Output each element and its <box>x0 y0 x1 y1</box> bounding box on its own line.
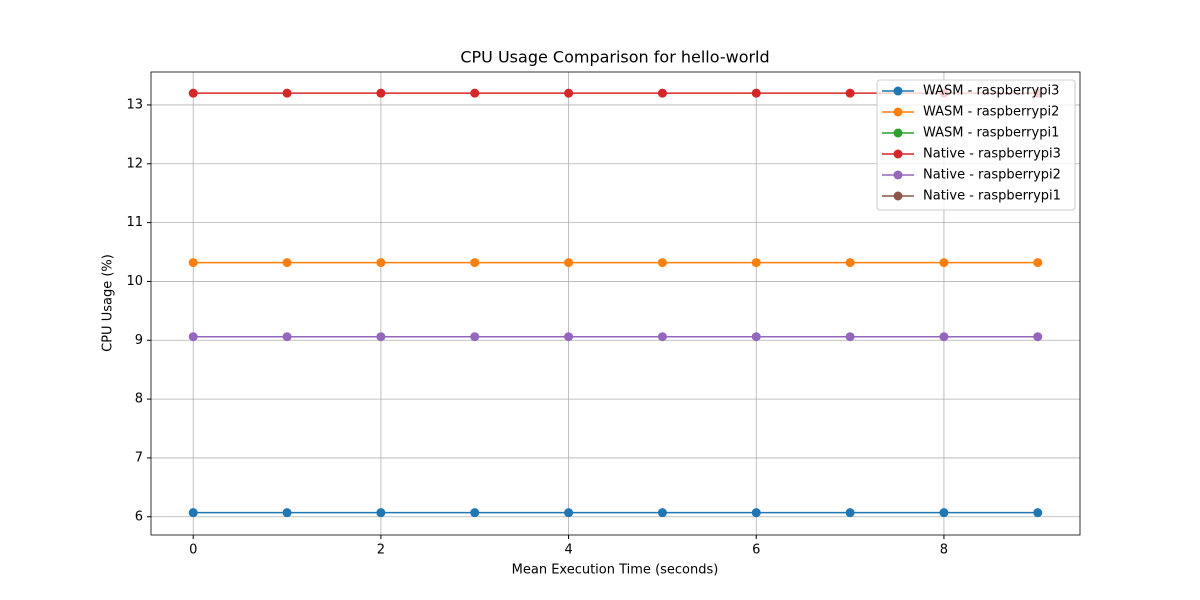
x-tick-label: 6 <box>752 543 760 558</box>
legend-label: WASM - raspberrypi3 <box>923 84 1059 99</box>
point <box>751 258 761 268</box>
point <box>751 88 761 98</box>
point <box>939 258 949 268</box>
point <box>845 332 855 342</box>
y-tick-label: 7 <box>135 450 143 465</box>
point <box>376 258 386 268</box>
point <box>939 332 949 342</box>
y-tick-label: 8 <box>135 392 143 407</box>
point <box>657 88 667 98</box>
point <box>564 258 574 268</box>
point <box>564 508 574 518</box>
point <box>282 508 292 518</box>
y-tick-label: 9 <box>135 333 143 348</box>
y-tick-label: 6 <box>135 509 143 524</box>
point <box>282 332 292 342</box>
legend-marker <box>893 170 903 180</box>
legend-marker <box>893 191 903 201</box>
plot-frame <box>150 71 1081 536</box>
legend-marker <box>893 107 903 117</box>
point <box>657 332 667 342</box>
point <box>470 332 480 342</box>
x-tick-label: 2 <box>377 543 385 558</box>
point <box>845 88 855 98</box>
point <box>188 332 198 342</box>
chart-title: CPU Usage Comparison for hello-world <box>460 48 769 67</box>
y-tick-label: 10 <box>126 274 143 289</box>
legend-label: WASM - raspberrypi2 <box>923 105 1059 120</box>
point <box>845 508 855 518</box>
point <box>188 88 198 98</box>
y-axis-label: CPU Usage (%) <box>101 254 116 352</box>
point <box>282 258 292 268</box>
point <box>282 88 292 98</box>
point <box>470 508 480 518</box>
point <box>657 258 667 268</box>
point <box>1033 258 1043 268</box>
legend-marker <box>893 86 903 96</box>
y-tick-label: 12 <box>126 156 143 171</box>
y-tick-label: 11 <box>126 215 143 230</box>
legend-label: WASM - raspberrypi1 <box>923 126 1059 141</box>
point <box>564 88 574 98</box>
point <box>188 258 198 268</box>
point <box>470 88 480 98</box>
point <box>376 332 386 342</box>
legend-label: Native - raspberrypi2 <box>923 168 1061 183</box>
point <box>470 258 480 268</box>
legend-box <box>876 79 1076 211</box>
legend-marker <box>893 149 903 159</box>
x-tick-label: 8 <box>940 543 948 558</box>
point <box>188 508 198 518</box>
legend-marker <box>893 128 903 138</box>
legend-label: Native - raspberrypi1 <box>923 189 1061 204</box>
point <box>657 508 667 518</box>
point <box>1033 332 1043 342</box>
point <box>1033 508 1043 518</box>
point <box>845 258 855 268</box>
point <box>376 508 386 518</box>
legend-label: Native - raspberrypi3 <box>923 147 1061 162</box>
point <box>939 508 949 518</box>
point <box>751 332 761 342</box>
x-tick-label: 4 <box>564 543 572 558</box>
point <box>751 508 761 518</box>
point <box>564 332 574 342</box>
x-tick-label: 0 <box>189 543 197 558</box>
y-tick-label: 13 <box>126 97 143 112</box>
point <box>376 88 386 98</box>
x-axis-label: Mean Execution Time (seconds) <box>512 563 719 578</box>
